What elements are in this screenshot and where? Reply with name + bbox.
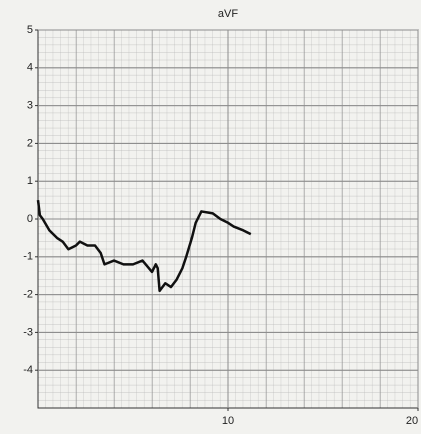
y-tick-label: 0	[27, 213, 33, 225]
y-tick-label: -1	[23, 251, 33, 263]
y-tick-label: 3	[27, 100, 33, 112]
y-tick-label: 1	[27, 175, 33, 187]
chart-title: aVF	[218, 8, 238, 20]
y-tick-label: 4	[27, 62, 33, 74]
trace-line	[36, 199, 252, 293]
y-tick-label: 5	[27, 24, 33, 36]
y-tick-label: 2	[27, 137, 33, 149]
y-tick-label: -2	[23, 289, 33, 301]
y-tick-label: -3	[23, 326, 33, 338]
x-tick-label: 20	[406, 415, 418, 427]
x-tick-label: 10	[222, 415, 234, 427]
y-tick-label: -4	[23, 364, 33, 376]
